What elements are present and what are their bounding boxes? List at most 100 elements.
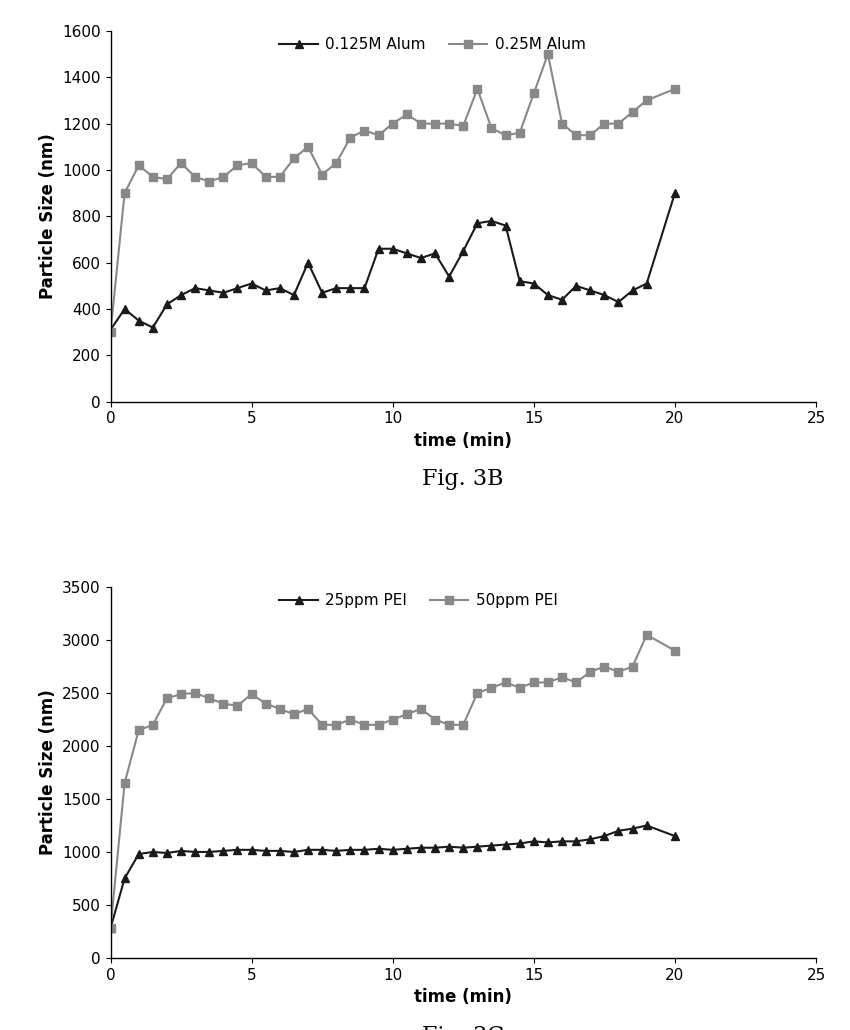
50ppm PEI: [303, 702, 313, 715]
25ppm PEI: [458, 842, 468, 854]
25ppm PEI: [204, 846, 214, 858]
50ppm PEI: [670, 645, 680, 657]
25ppm PEI: [275, 845, 285, 857]
50ppm PEI: [571, 677, 581, 689]
50ppm PEI: [317, 719, 327, 731]
25ppm PEI: [332, 845, 342, 857]
0.125M Alum: [360, 282, 370, 295]
0.25M Alum: [642, 95, 652, 107]
0.25M Alum: [599, 117, 609, 130]
0.25M Alum: [120, 187, 130, 200]
0.125M Alum: [557, 294, 567, 306]
50ppm PEI: [627, 660, 638, 673]
50ppm PEI: [529, 677, 539, 689]
25ppm PEI: [444, 840, 454, 853]
50ppm PEI: [332, 719, 342, 731]
0.25M Alum: [218, 171, 229, 183]
0.25M Alum: [388, 117, 398, 130]
50ppm PEI: [473, 687, 483, 699]
50ppm PEI: [501, 677, 511, 689]
50ppm PEI: [148, 719, 158, 731]
0.25M Alum: [557, 117, 567, 130]
0.25M Alum: [148, 171, 158, 183]
25ppm PEI: [232, 844, 242, 856]
25ppm PEI: [261, 845, 271, 857]
0.125M Alum: [190, 282, 201, 295]
0.125M Alum: [332, 282, 342, 295]
25ppm PEI: [246, 844, 257, 856]
0.25M Alum: [585, 129, 595, 141]
Y-axis label: Particle Size (nm): Particle Size (nm): [38, 134, 57, 299]
50ppm PEI: [514, 682, 524, 694]
50ppm PEI: [133, 724, 144, 736]
X-axis label: time (min): time (min): [414, 432, 513, 450]
0.25M Alum: [430, 117, 440, 130]
25ppm PEI: [627, 823, 638, 835]
0.125M Alum: [529, 277, 539, 289]
25ppm PEI: [514, 837, 524, 850]
Legend: 0.125M Alum, 0.25M Alum: 0.125M Alum, 0.25M Alum: [274, 31, 592, 59]
25ppm PEI: [190, 846, 201, 858]
25ppm PEI: [557, 835, 567, 848]
0.25M Alum: [614, 117, 624, 130]
50ppm PEI: [162, 692, 172, 705]
0.125M Alum: [345, 282, 355, 295]
0.125M Alum: [585, 284, 595, 297]
50ppm PEI: [105, 922, 116, 934]
25ppm PEI: [486, 839, 496, 852]
0.125M Alum: [261, 284, 271, 297]
Y-axis label: Particle Size (nm): Particle Size (nm): [38, 690, 57, 855]
0.25M Alum: [402, 108, 412, 121]
50ppm PEI: [246, 688, 257, 700]
25ppm PEI: [148, 846, 158, 858]
25ppm PEI: [501, 838, 511, 851]
50ppm PEI: [218, 697, 229, 710]
50ppm PEI: [416, 702, 426, 715]
0.25M Alum: [261, 171, 271, 183]
0.125M Alum: [458, 245, 468, 258]
50ppm PEI: [458, 719, 468, 731]
0.125M Alum: [388, 243, 398, 255]
0.125M Alum: [176, 289, 186, 302]
0.25M Alum: [670, 82, 680, 95]
0.25M Alum: [416, 117, 426, 130]
0.125M Alum: [232, 282, 242, 295]
0.125M Alum: [571, 280, 581, 293]
0.25M Alum: [514, 127, 524, 139]
50ppm PEI: [585, 665, 595, 678]
25ppm PEI: [176, 845, 186, 857]
0.125M Alum: [402, 247, 412, 260]
0.125M Alum: [430, 247, 440, 260]
50ppm PEI: [388, 714, 398, 726]
0.25M Alum: [444, 117, 454, 130]
0.25M Alum: [303, 140, 313, 152]
25ppm PEI: [120, 872, 130, 885]
0.25M Alum: [246, 157, 257, 169]
Line: 0.125M Alum: 0.125M Alum: [106, 188, 679, 334]
50ppm PEI: [232, 699, 242, 712]
Line: 50ppm PEI: 50ppm PEI: [106, 630, 679, 932]
0.25M Alum: [473, 82, 483, 95]
0.125M Alum: [317, 286, 327, 299]
Line: 25ppm PEI: 25ppm PEI: [106, 821, 679, 932]
0.25M Alum: [501, 129, 511, 141]
50ppm PEI: [204, 692, 214, 705]
0.25M Alum: [543, 48, 553, 61]
0.125M Alum: [373, 243, 383, 255]
0.25M Alum: [571, 129, 581, 141]
Text: Fig. 3B: Fig. 3B: [422, 469, 504, 490]
25ppm PEI: [529, 835, 539, 848]
25ppm PEI: [373, 843, 383, 855]
0.125M Alum: [514, 275, 524, 287]
0.25M Alum: [133, 160, 144, 172]
25ppm PEI: [571, 835, 581, 848]
50ppm PEI: [275, 702, 285, 715]
0.125M Alum: [218, 286, 229, 299]
25ppm PEI: [218, 845, 229, 857]
Text: Fig. 3C: Fig. 3C: [422, 1025, 504, 1030]
0.25M Alum: [275, 171, 285, 183]
0.125M Alum: [105, 323, 116, 336]
0.25M Alum: [332, 157, 342, 169]
X-axis label: time (min): time (min): [414, 988, 513, 1006]
50ppm PEI: [345, 714, 355, 726]
